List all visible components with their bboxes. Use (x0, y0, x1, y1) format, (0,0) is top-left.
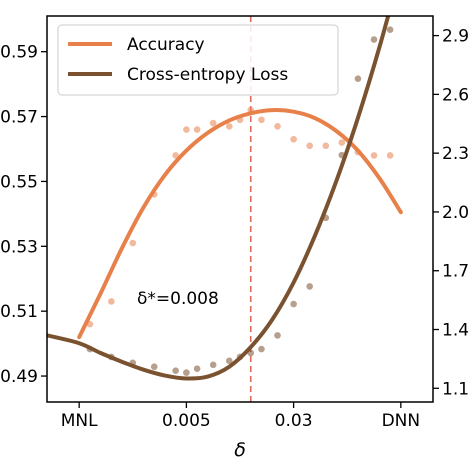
right-y-tick-label-1: 1.4 (442, 321, 469, 341)
accuracy-point-15 (322, 142, 330, 150)
right-y-axis: 1.1 1.4 1.7 2.0 2.3 2.6 2.9 (433, 27, 469, 399)
accuracy-point-13 (290, 135, 297, 143)
accuracy-curve (77, 108, 403, 340)
right-y-tick-label-6: 2.9 (442, 27, 469, 47)
x-tick-label-1: 0.005 (162, 411, 211, 431)
right-y-tick-label-4: 2.3 (442, 144, 469, 164)
cross-entropy-loss-point-19 (386, 26, 394, 34)
plot-frame (46, 15, 434, 403)
left-y-tick-label-0: 0.49 (0, 367, 38, 387)
cross-entropy-loss-point-11 (258, 345, 265, 353)
right-y-tick-label-5: 2.6 (442, 85, 469, 105)
accuracy-point-6 (193, 126, 201, 133)
left-y-tick-label-4: 0.57 (0, 108, 38, 128)
legend-label-accuracy: Accuracy (127, 35, 205, 55)
accuracy-point-14 (306, 142, 313, 150)
accuracy-point-18 (370, 152, 378, 159)
x-tick-label-3: DNN (382, 411, 421, 431)
right-y-tick-label-0: 1.1 (442, 379, 469, 399)
accuracy-point-1 (108, 298, 115, 305)
accuracy-point-11 (258, 116, 265, 124)
right-y-tick-label-2: 1.7 (442, 262, 469, 282)
x-axis-label: δ (234, 439, 246, 461)
cross-entropy-loss-point-7 (209, 361, 217, 369)
annotation-delta-star: δ*=0.008 (137, 289, 219, 309)
legend-box (57, 24, 339, 96)
series-layer (47, 16, 403, 402)
cross-entropy-loss-point-18 (370, 36, 378, 43)
left-y-tick-label-3: 0.55 (0, 172, 38, 192)
accuracy-point-2 (129, 239, 137, 247)
cross-entropy-loss-point-4 (172, 367, 179, 374)
x-tick-label-2: 0.03 (275, 411, 313, 431)
x-axis: MNL 0.005 0.03 DNN (61, 402, 420, 431)
cross-entropy-loss-point-17 (354, 75, 362, 83)
accuracy-point-12 (274, 122, 281, 130)
x-tick-label-0: MNL (61, 411, 98, 431)
legend-label-cross-entropy-loss: Cross-entropy Loss (127, 65, 288, 85)
cross-entropy-loss-curve (47, 16, 391, 381)
accuracy-point-16 (338, 139, 346, 146)
right-y-tick-label-3: 2.0 (442, 203, 469, 223)
accuracy-point-8 (225, 122, 233, 130)
left-y-tick-label-5: 0.59 (0, 43, 38, 63)
legend: Accuracy Cross-entropy Loss (57, 24, 339, 96)
cross-entropy-loss-point-5 (183, 369, 190, 376)
accuracy-point-7 (209, 119, 217, 127)
accuracy-point-19 (386, 152, 394, 159)
cross-entropy-loss-point-6 (193, 365, 201, 372)
accuracy-point-5 (183, 126, 190, 133)
left-y-tick-label-2: 0.53 (0, 237, 38, 257)
cross-entropy-loss-point-14 (306, 283, 313, 290)
left-y-axis: 0.49 0.51 0.53 0.55 0.57 0.59 (0, 43, 47, 387)
cross-entropy-loss-point-12 (274, 332, 281, 339)
cross-entropy-loss-point-13 (290, 300, 297, 308)
cross-entropy-loss-point-8 (225, 357, 233, 365)
left-y-tick-label-1: 0.51 (0, 302, 38, 322)
cross-entropy-loss-point-3 (150, 363, 158, 371)
